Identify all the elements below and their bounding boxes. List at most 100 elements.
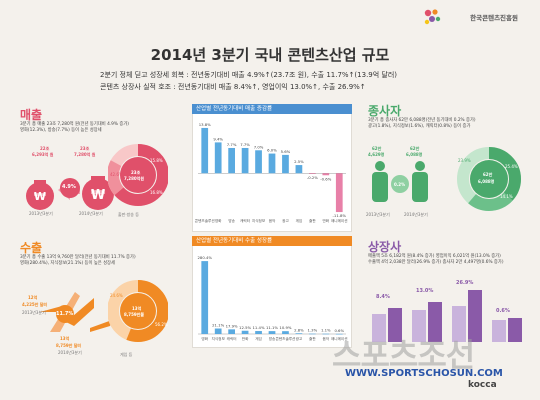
employees-title: 종사자 [368,104,402,118]
bar-value-label: 7.7% [227,142,237,147]
category-label: 광고 [296,336,303,341]
sales-slice-1: 15.8% [150,158,163,163]
category-label: 광고 [282,218,289,223]
exports-donut-bottom: 8,759만불 [124,312,145,317]
watermark-text: 스포츠조선 [332,336,475,374]
employees-cur-year: 2014년3분기 [404,212,428,217]
bar-value-label: -11.8% [333,213,347,218]
plane-icon [90,320,112,332]
exports-title: 수출 [20,241,43,255]
bar-value-label: 1.1% [321,328,331,333]
listed-desc2: 수출액 4억 2,038만 달러(26.9% 증가) 종사자 2만 4,497명… [368,260,504,265]
bar-value-label: 13.8% [199,122,211,127]
bar-6 [282,331,289,334]
sales-cur-label: 23조 [80,146,90,151]
employees-people-graphic [372,161,428,202]
employees-cur-label: 62만 [410,146,420,151]
bar-4 [255,331,262,334]
bar-9 [322,173,330,176]
exports-cur-value: 8,759만 달러 [56,343,82,348]
exports-growth-chart-panel [192,236,352,348]
bar-3 [241,330,249,334]
employees-cur-value: 6,088명 [406,152,423,157]
bar-10 [335,333,343,335]
bar-value-label: 7.0% [254,144,264,149]
listed-callout-profit: 13.0% [416,288,434,294]
listed-desc1: 매출액 5조 6,182억 원(8.4% 증가) 영업이익 6,021억 원(1… [368,254,501,259]
sales-title: 매출 [20,108,43,122]
listed-callout-employees: 0.6% [496,308,510,314]
employees-prev-value: 4,629명 [368,152,385,157]
category-label: 콘텐츠솔루션 [195,218,215,223]
exports-cur-label: 13억 [60,336,70,341]
listed-callout-exports: 26.9% [456,280,474,286]
employees-donut-top: 62만 [483,172,493,177]
watermark-url: WWW.SPORTSCHOSUN.COM [345,368,503,379]
sales-growth-bar-chart: 13.8% 콘텐츠솔루션 9.4% 영화 7.7% 방송 7.7% 캐릭터 7.0% 지식정보 6.… [195,122,348,223]
bar-1 [214,142,222,174]
exports-prev-value: 4,225만 달러 [22,302,48,307]
category-label: 방송 [269,336,276,341]
category-label: 게임 [255,336,262,341]
exports-slice-2: 56.2% [155,322,168,327]
category-label: 콘텐츠솔루션 [276,336,296,341]
sales-growth-chart-heading: 산업별 전년동기대비 매출 증감률 [192,104,352,114]
listed-callout-sales: 8.4% [376,294,390,300]
category-label: 방송 [228,218,235,223]
exports-desc2: 영화(280.4%), 지식정보(21.1%) 등이 높은 성장세 [20,261,115,266]
svg-text:₩: ₩ [34,190,46,203]
sales-donut-bottom: 7,280억원 [124,176,145,181]
sales-prev-value: 6,293억 원 [32,152,54,157]
exports-prev-year: 2013년3분기 [22,310,46,315]
sales-slice-3: 42.6% [110,172,123,177]
sales-cur-year: 2014년3분기 [79,211,103,216]
bar-value-label: 5.6% [281,149,291,154]
bar-value-label: -0.6% [320,176,331,181]
person-icon [415,161,425,171]
sales-slice-2: 16.8% [150,190,163,195]
category-label: 출판 [309,336,316,341]
sales-money-bags: ₩ ₩ [26,176,114,210]
category-label: 애니메이션 [331,218,348,223]
employees-growth: 0.2% [394,182,406,187]
bar-2 [228,147,235,174]
exports-desc1: 3분기 총 수출 13억 9,760만 달러(전년 동기대비 11.7% 증가) [20,255,136,260]
bar-0 [201,127,209,174]
bar-4 [255,150,262,174]
exports-legend: 게임 등 [120,352,133,357]
bar-8 [309,333,316,335]
bar-0 [201,261,209,334]
sales-legend: 출판·방송 등 [118,212,139,217]
money-bag-icon [82,178,114,210]
svg-text:₩: ₩ [91,188,106,203]
bar-value-label: 7.7% [240,142,250,147]
employees-slice-1: 23.9% [458,158,471,163]
bar-value-label: 10.9% [279,325,291,330]
exports-slice-1: 24.6% [110,293,123,298]
sales-prev-year: 2013년3분기 [29,211,53,216]
sales-prev-label: 22조 [40,146,50,151]
bar-5 [268,331,276,334]
category-label: 음악 [323,336,330,341]
category-label: 애니메이션 [331,336,348,341]
exports-donut-chart [108,280,168,342]
bar-10 [335,173,343,213]
bar-value-label: 12.5% [239,325,251,330]
bar-value-label: 11.4% [253,325,265,330]
bar-value-label: -0.2% [307,175,318,180]
exports-donut-top: 13억 [132,306,142,311]
employees-slice-2: 25.4% [505,164,518,169]
person-icon [375,161,385,171]
employees-desc2: 광고(1.8%), 지식정보(1.6%), 캐릭터(0.8%) 등이 증가 [368,124,471,129]
subtitle-line1: 2분기 정체 딛고 성장세 회복 : 전년동기대비 매출 4.9%↑(23.7조… [100,71,398,79]
category-label: 만화 [242,336,249,341]
category-label: 캐릭터 [240,218,250,223]
page-title: 2014년 3분기 국내 콘텐츠산업 규모 [150,46,390,64]
exports-plane-graphic [40,292,112,332]
bar-value-label: 0.6% [334,328,344,333]
bar-1 [214,328,222,334]
sales-donut-top: 23조 [131,170,141,175]
category-label: 캐릭터 [227,336,237,341]
money-bag-icon [26,182,54,210]
bar-8 [309,173,316,174]
